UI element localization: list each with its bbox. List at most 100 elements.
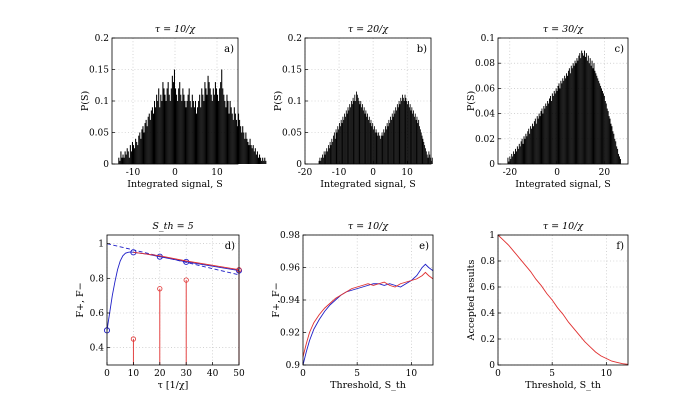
histogram-bar	[162, 82, 164, 164]
histogram-bar	[426, 154, 428, 164]
histogram-bar	[206, 94, 208, 164]
histogram-bar	[202, 94, 204, 164]
histogram-bar	[557, 85, 559, 164]
histogram-bar	[588, 63, 590, 165]
histogram-bar	[611, 126, 613, 164]
histogram-bar	[404, 94, 406, 164]
y-tick-label: 1	[489, 231, 495, 241]
histogram-bar	[558, 83, 560, 164]
histogram-bar	[243, 132, 245, 164]
histogram-bar	[326, 148, 328, 164]
y-axis-label: F+, F−	[271, 282, 282, 317]
histogram-bar	[191, 94, 193, 164]
histogram-bar	[365, 110, 367, 164]
histogram-bar	[417, 123, 419, 164]
y-tick-label: 0.98	[280, 231, 300, 241]
histogram-bar	[397, 107, 399, 164]
histogram-bar	[373, 129, 374, 164]
histogram-bar	[189, 101, 191, 164]
histogram-bar	[188, 88, 190, 164]
x-tick-label: 0	[495, 369, 501, 379]
histogram-bar	[386, 123, 388, 164]
histogram-bar	[422, 138, 424, 164]
histogram-bar	[380, 135, 382, 164]
y-tick-label: 0.05	[282, 129, 302, 139]
panel-b-histogram: -20 -10 0 10 0 0.05 0.1 0.15 0.2 τ = 20/χ Integrat…	[273, 24, 433, 190]
histogram-bar	[345, 110, 347, 164]
histogram-bar	[425, 151, 427, 164]
histogram-bar	[229, 101, 231, 164]
histogram-bar	[178, 88, 180, 164]
histogram-bar	[542, 113, 544, 164]
histogram-bar	[407, 104, 409, 164]
histogram-bar	[260, 157, 262, 164]
histogram-bar	[562, 78, 564, 164]
panel-label: c)	[614, 44, 624, 55]
histogram-bar	[145, 119, 147, 164]
histogram-bar	[379, 135, 380, 164]
histogram-bar	[556, 90, 558, 164]
histogram-bar	[362, 110, 364, 164]
histogram-bar	[576, 58, 578, 164]
histogram-bar	[367, 113, 368, 164]
histogram-bar	[370, 119, 372, 164]
histogram-bar	[350, 101, 352, 164]
x-axis-label: Integrated signal, S	[320, 179, 416, 190]
histogram-bar	[148, 113, 150, 164]
x-tick-label: 10	[601, 369, 613, 379]
x-tick-label: 10	[128, 369, 140, 379]
y-tick-label: 0.94	[280, 296, 300, 306]
x-tick-label: -20	[503, 168, 518, 178]
histogram-bar	[527, 131, 529, 164]
histogram-bar	[199, 94, 201, 164]
histogram-bar	[209, 88, 211, 164]
histogram-bar	[327, 151, 328, 164]
histogram-bar	[339, 123, 340, 164]
panel-label: d)	[225, 241, 235, 252]
histogram-bar	[249, 138, 251, 164]
histogram-bar	[598, 80, 600, 164]
histogram-bar	[605, 103, 607, 164]
histogram-bar	[559, 88, 561, 164]
histogram-bar	[549, 98, 550, 164]
histogram-bar	[220, 82, 222, 164]
histogram-bar	[226, 94, 228, 164]
histogram-bar	[230, 107, 232, 164]
histogram-bar	[536, 116, 538, 164]
histogram-bar	[567, 70, 569, 164]
x-tick-label: 20	[599, 168, 611, 178]
panel-title: τ = 30/χ	[543, 24, 585, 35]
series-line	[497, 234, 629, 365]
histogram-bar	[259, 154, 261, 164]
histogram-bar	[375, 129, 377, 164]
y-axis-label: P(S)	[273, 91, 284, 111]
histogram-bar	[510, 158, 512, 164]
histogram-bar	[167, 82, 169, 164]
histogram-bar	[421, 135, 423, 164]
histogram-bar	[532, 126, 534, 164]
histogram-bar	[151, 107, 153, 164]
y-axis-label: Accepted results	[466, 260, 477, 342]
histogram-bar	[408, 101, 409, 164]
histogram-bar	[181, 101, 183, 164]
histogram-bar	[519, 146, 521, 164]
histogram-bar	[385, 129, 387, 164]
y-axis-label: P(S)	[466, 91, 477, 111]
histogram-bar	[194, 101, 196, 164]
histogram-bar	[263, 160, 265, 164]
histogram-bar	[218, 101, 220, 164]
histogram-bar	[587, 55, 589, 164]
histogram-bar	[325, 151, 327, 164]
histogram-bar	[601, 88, 602, 164]
histogram-bar	[333, 135, 334, 164]
x-tick-label: 10	[406, 369, 418, 379]
histogram-bar	[197, 107, 199, 164]
histogram-bar	[183, 94, 185, 164]
histogram-bar	[214, 82, 216, 164]
histogram-bar	[539, 116, 541, 164]
histogram-bar	[408, 107, 410, 164]
y-tick-label: 0.8	[481, 257, 496, 267]
histogram-bar	[594, 70, 596, 164]
histogram-bar	[339, 126, 341, 164]
histogram-bar	[221, 69, 223, 164]
